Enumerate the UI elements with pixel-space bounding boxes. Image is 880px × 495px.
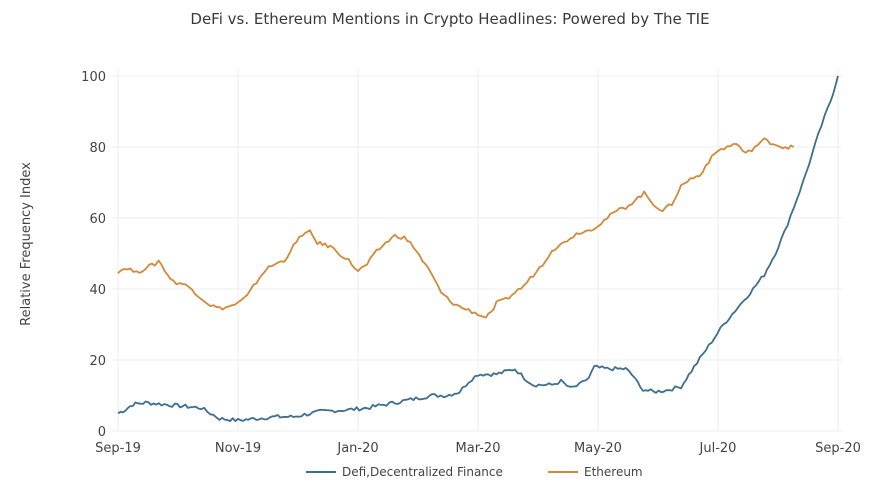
- series-lines: [117, 75, 839, 423]
- y-axis-ticks: 0 20 40 60 80 100: [81, 70, 106, 440]
- chart-title: DeFi vs. Ethereum Mentions in Crypto Hea…: [190, 10, 709, 28]
- x-tick-label: Sep-19: [95, 441, 141, 456]
- series-line-ethereum: [117, 137, 795, 319]
- x-tick-label: Mar-20: [456, 441, 501, 456]
- y-tick-label: 20: [89, 354, 106, 369]
- y-tick-label: 80: [89, 141, 106, 156]
- legend-entry: Ethereum: [584, 465, 643, 479]
- x-tick-label: May-20: [574, 441, 622, 456]
- x-tick-label: Sep-20: [815, 441, 861, 456]
- x-axis-ticks: Sep-19 Nov-19 Jan-20 Mar-20 May-20 Jul-20 Sep-…: [95, 441, 861, 456]
- x-tick-label: Jul-20: [699, 441, 737, 456]
- legend: Defi,Decentralized Finance Ethereum: [306, 465, 643, 479]
- y-axis-label: Relative Frequency Index: [19, 162, 34, 326]
- series-line-defi: [117, 75, 839, 423]
- y-tick-label: 100: [81, 70, 106, 85]
- y-tick-label: 0: [98, 425, 106, 440]
- legend-entry: Defi,Decentralized Finance: [342, 465, 503, 479]
- y-tick-label: 60: [89, 212, 106, 227]
- grid: [112, 70, 842, 432]
- x-tick-label: Nov-19: [215, 441, 261, 456]
- y-tick-label: 40: [89, 283, 106, 298]
- x-tick-label: Jan-20: [336, 441, 378, 456]
